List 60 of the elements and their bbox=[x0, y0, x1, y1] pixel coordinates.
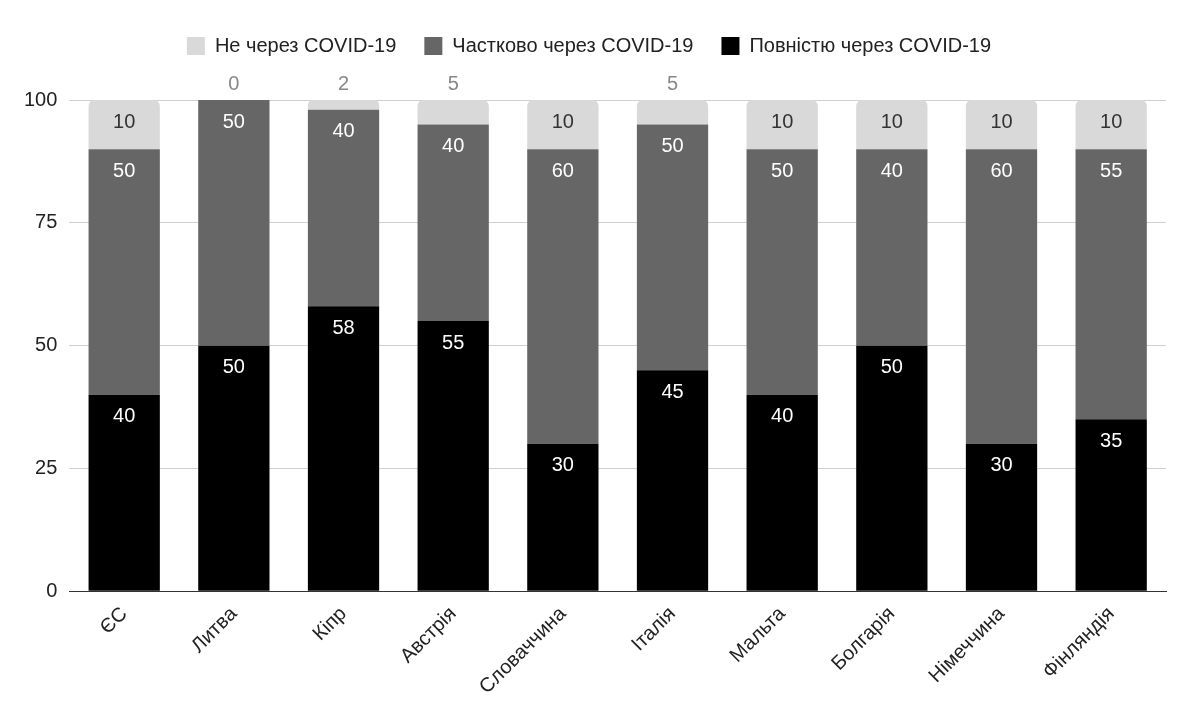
data-label: 60 bbox=[551, 158, 574, 181]
bar bbox=[307, 306, 380, 591]
data-label: 55 bbox=[442, 330, 465, 353]
x-tick-label: ЄС bbox=[94, 601, 131, 638]
bar bbox=[198, 345, 270, 591]
bar bbox=[746, 394, 818, 591]
data-label: 5 bbox=[666, 71, 679, 94]
bar bbox=[965, 149, 1038, 444]
bar bbox=[1075, 149, 1147, 420]
data-label: 5 bbox=[447, 71, 459, 94]
data-label: 10 bbox=[880, 109, 903, 132]
y-tick-label: 50 bbox=[35, 333, 58, 356]
data-label: 50 bbox=[661, 134, 684, 157]
bar bbox=[965, 443, 1038, 591]
data-label: 55 bbox=[1100, 158, 1123, 181]
data-label: 35 bbox=[1100, 428, 1123, 451]
bar bbox=[88, 149, 160, 395]
data-label: 40 bbox=[332, 119, 355, 142]
bar bbox=[198, 100, 270, 346]
data-label: 40 bbox=[880, 158, 903, 181]
bar bbox=[1075, 419, 1147, 591]
data-label: 50 bbox=[771, 158, 794, 181]
x-tick-label: Кіпр bbox=[307, 601, 351, 645]
legend-label: Частково через COVID-19 bbox=[452, 33, 694, 56]
data-label: 50 bbox=[222, 109, 245, 132]
bar bbox=[417, 321, 489, 591]
data-label: 10 bbox=[551, 109, 574, 132]
bar bbox=[88, 394, 160, 591]
bar bbox=[636, 370, 709, 591]
legend-label: Не через COVID-19 bbox=[214, 33, 397, 56]
data-label: 60 bbox=[990, 158, 1013, 181]
bar bbox=[856, 149, 928, 346]
bar bbox=[856, 345, 928, 591]
y-tick-label: 25 bbox=[35, 456, 58, 479]
bar bbox=[307, 109, 380, 307]
data-label: 0 bbox=[228, 71, 240, 94]
data-label: 10 bbox=[1100, 109, 1123, 132]
data-label: 50 bbox=[113, 158, 136, 181]
data-label: 40 bbox=[113, 404, 136, 427]
data-label: 40 bbox=[771, 404, 794, 427]
data-label: 58 bbox=[332, 315, 355, 338]
bar bbox=[636, 124, 709, 371]
y-tick-label: 75 bbox=[35, 210, 58, 233]
legend-label: Повністю через COVID-19 bbox=[749, 33, 992, 56]
data-label: 10 bbox=[990, 109, 1013, 132]
data-label: 2 bbox=[337, 71, 350, 94]
y-tick-label: 100 bbox=[23, 87, 58, 110]
y-tick-label: 0 bbox=[46, 578, 58, 601]
data-label: 30 bbox=[551, 453, 574, 476]
data-label: 10 bbox=[113, 109, 136, 132]
data-label: 40 bbox=[442, 134, 465, 157]
data-label: 50 bbox=[880, 355, 903, 378]
bar bbox=[527, 149, 599, 444]
data-label: 10 bbox=[771, 109, 794, 132]
bar bbox=[417, 124, 489, 322]
data-label: 45 bbox=[661, 379, 684, 402]
bar bbox=[746, 149, 818, 395]
bar bbox=[527, 443, 599, 591]
data-label: 30 bbox=[990, 453, 1013, 476]
data-label: 50 bbox=[222, 355, 245, 378]
